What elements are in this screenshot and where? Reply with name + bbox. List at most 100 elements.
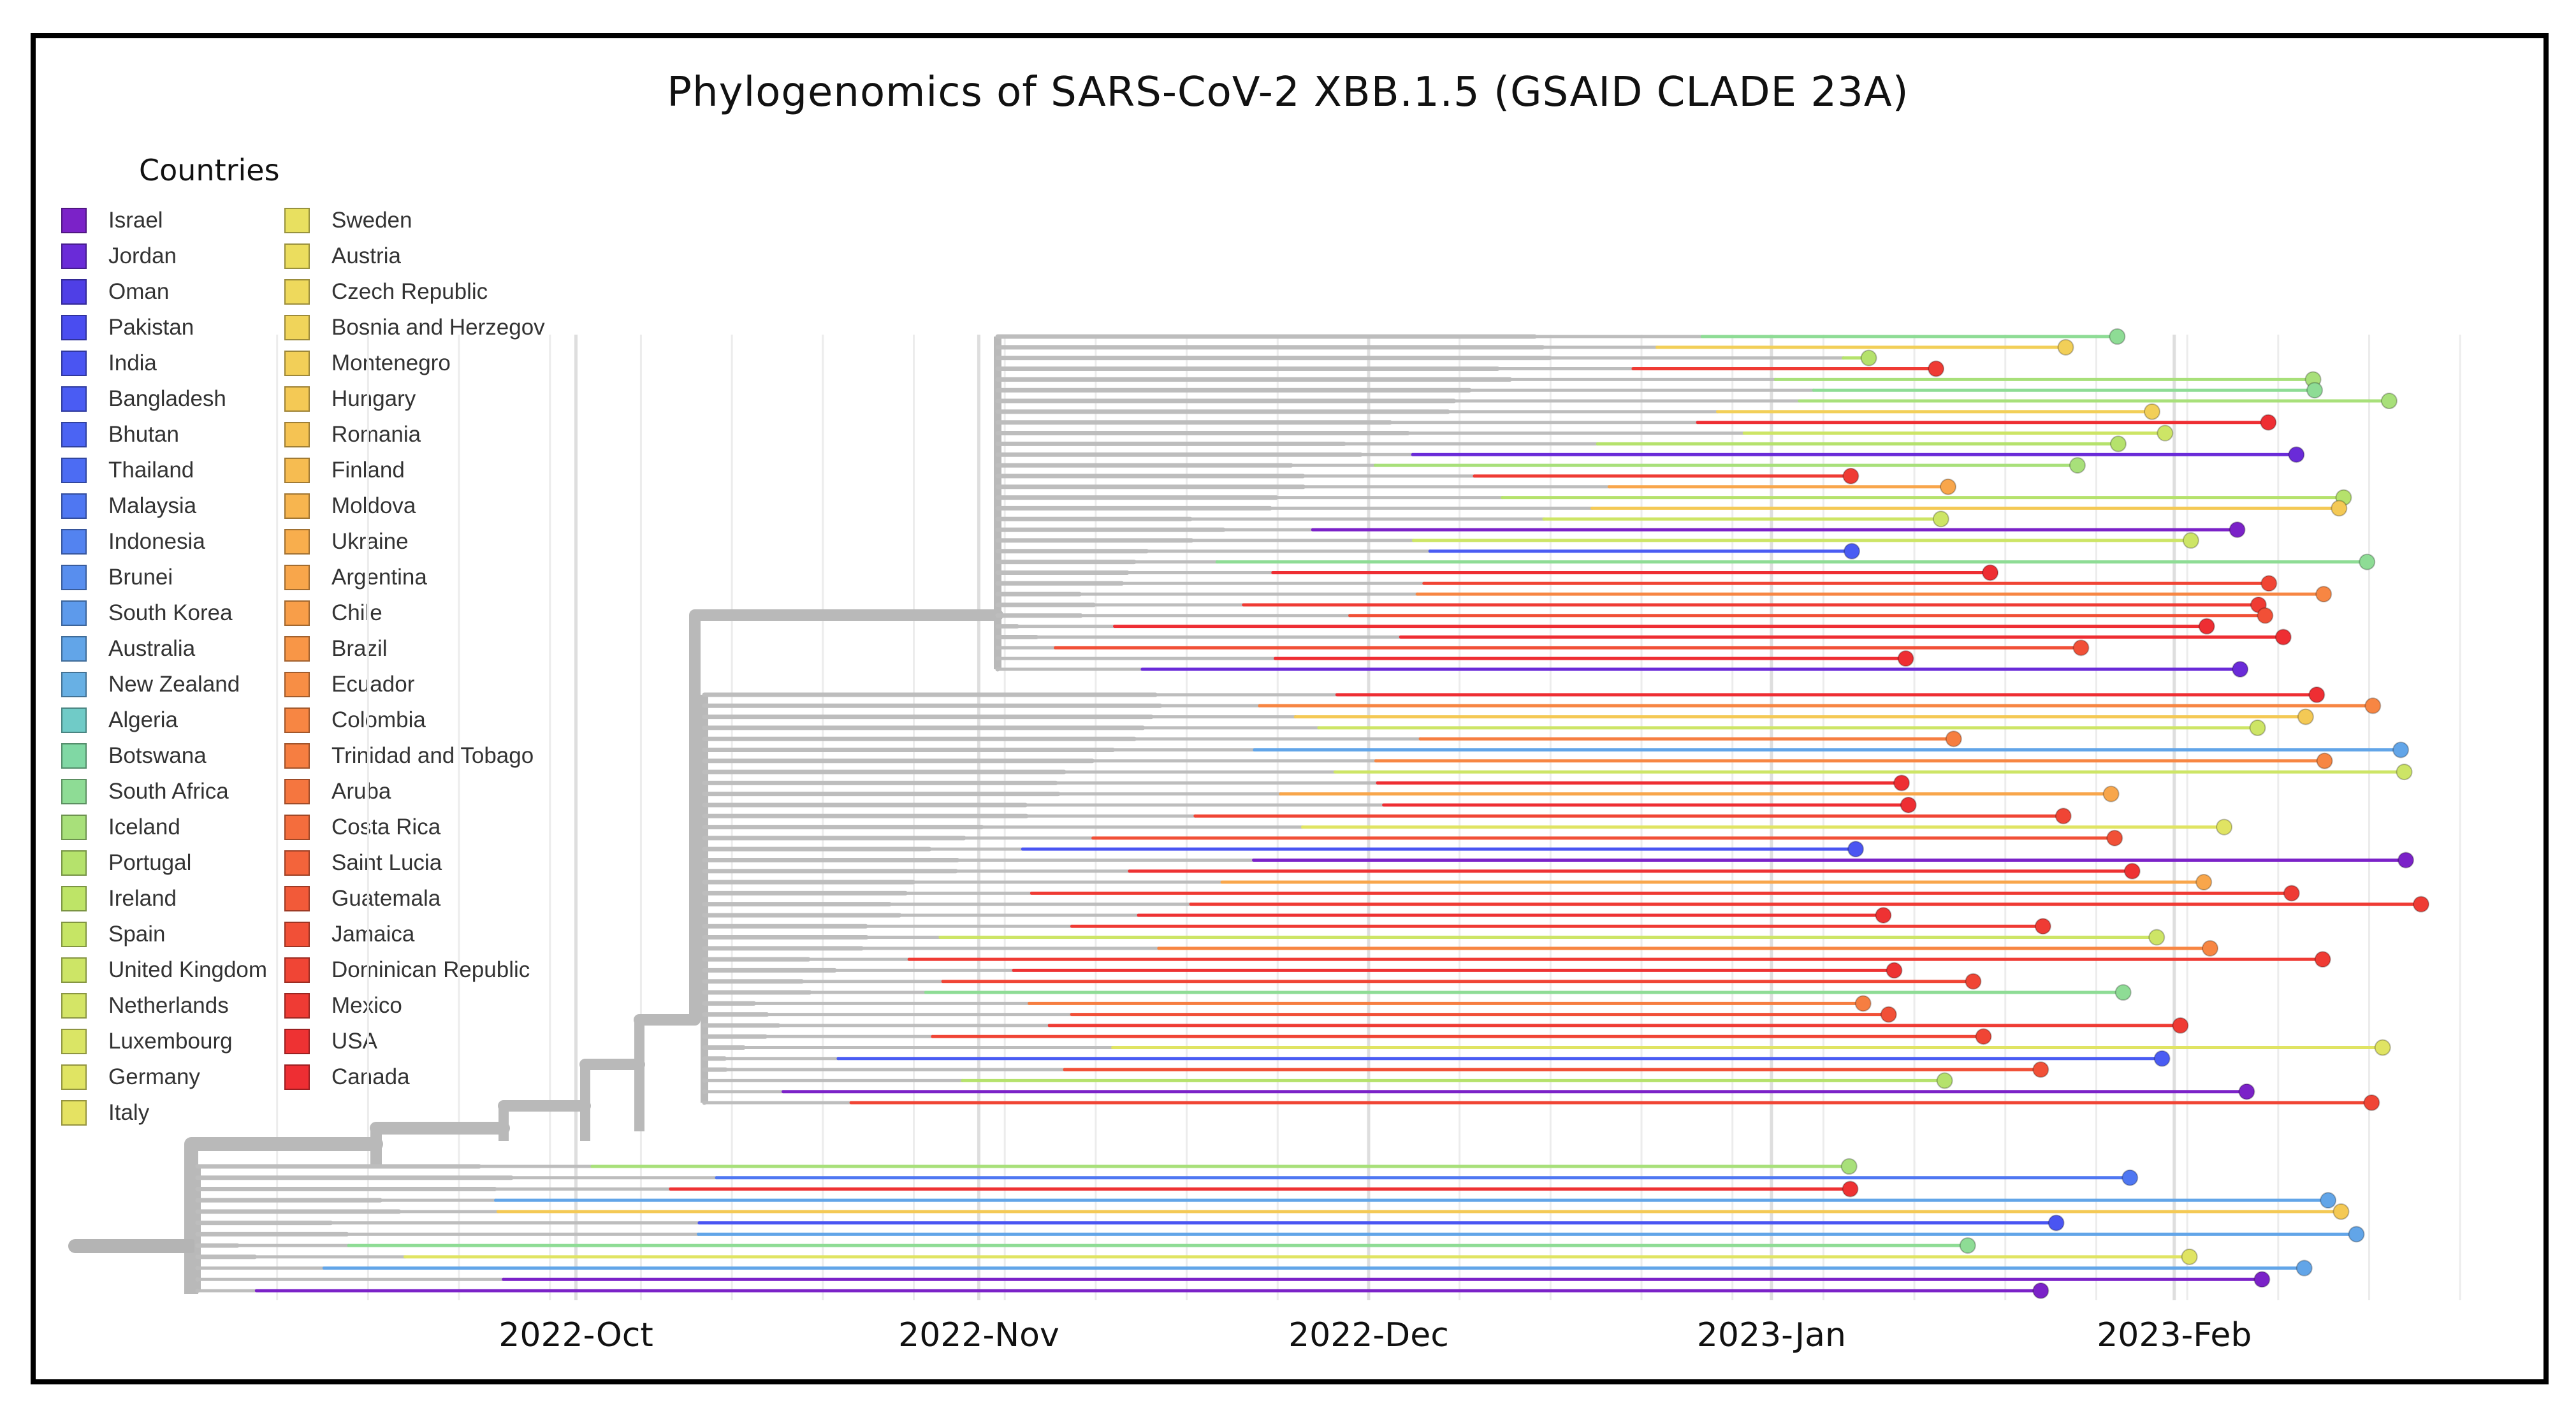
legend-item[interactable]: New Zealand (61, 667, 267, 702)
legend-item[interactable]: Guatemala (284, 881, 545, 917)
legend-item[interactable]: Argentina (284, 560, 545, 595)
tip-node[interactable] (2392, 741, 2410, 758)
tip-node[interactable] (2238, 1083, 2255, 1100)
legend-item[interactable]: Bosnia and Herzegov (284, 310, 545, 345)
tip-node[interactable] (2364, 697, 2382, 715)
legend-item[interactable]: Bhutan (61, 417, 267, 453)
tip-node[interactable] (2363, 1094, 2380, 1111)
legend-item[interactable]: Pakistan (61, 310, 267, 345)
tip-node[interactable] (2296, 1259, 2313, 1277)
tip-node[interactable] (2109, 328, 2126, 345)
tip-node[interactable] (2198, 618, 2215, 635)
tip-node[interactable] (2057, 338, 2074, 356)
tip-node[interactable] (2398, 852, 2415, 869)
tip-node[interactable] (2121, 1169, 2139, 1186)
tip-node[interactable] (2181, 1248, 2198, 1265)
legend-item[interactable]: Indonesia (61, 524, 267, 560)
legend-item[interactable]: Italy (61, 1095, 267, 1131)
legend-item[interactable]: Ukraine (284, 524, 545, 560)
tip-node[interactable] (2380, 393, 2398, 410)
tip-node[interactable] (2216, 818, 2233, 836)
legend-item[interactable]: Moldova (284, 488, 545, 524)
legend-item[interactable]: Algeria (61, 702, 267, 738)
tip-node[interactable] (2106, 829, 2123, 846)
legend-item[interactable]: Aruba (284, 774, 545, 809)
legend-item[interactable]: Portugal (61, 845, 267, 881)
tip-node[interactable] (2359, 553, 2376, 570)
legend-item[interactable]: Germany (61, 1059, 267, 1095)
tip-node[interactable] (1965, 973, 1982, 990)
legend-item[interactable]: USA (284, 1024, 545, 1059)
tip-node[interactable] (2316, 752, 2333, 769)
legend-item[interactable]: Colombia (284, 702, 545, 738)
tip-node[interactable] (2102, 785, 2120, 802)
tip-node[interactable] (2274, 628, 2292, 646)
tip-node[interactable] (2182, 532, 2199, 549)
tip-node[interactable] (2201, 940, 2218, 957)
tip-node[interactable] (2348, 1226, 2365, 1243)
legend-item[interactable]: Oman (61, 274, 267, 310)
legend-item[interactable]: Mexico (284, 988, 545, 1024)
tip-node[interactable] (1936, 1072, 1953, 1089)
legend-item[interactable]: Spain (61, 917, 267, 952)
tip-node[interactable] (2032, 1282, 2049, 1299)
tip-node[interactable] (2232, 661, 2249, 678)
tip-node[interactable] (1945, 730, 1962, 748)
tip-node[interactable] (2148, 929, 2165, 946)
legend-item[interactable]: India (61, 345, 267, 381)
legend-item[interactable]: Romania (284, 417, 545, 453)
tip-node[interactable] (1860, 349, 1877, 366)
legend-item[interactable]: South Korea (61, 595, 267, 631)
tip-node[interactable] (2320, 1192, 2337, 1209)
legend-item[interactable]: Montenegro (284, 345, 545, 381)
tip-node[interactable] (2314, 951, 2331, 968)
tip-node[interactable] (2109, 435, 2127, 453)
tip-node[interactable] (2260, 414, 2277, 431)
tip-node[interactable] (2172, 1017, 2189, 1034)
tip-node[interactable] (1844, 542, 1861, 560)
tip-node[interactable] (2069, 457, 2086, 474)
legend-item[interactable]: Chile (284, 595, 545, 631)
legend-item[interactable]: Thailand (61, 453, 267, 488)
tip-node[interactable] (1893, 774, 1910, 792)
legend-item[interactable]: Australia (61, 631, 267, 667)
tip-node[interactable] (2034, 918, 2051, 935)
tip-node[interactable] (2153, 1050, 2171, 1067)
tip-node[interactable] (2297, 708, 2314, 725)
legend-item[interactable]: Ecuador (284, 667, 545, 702)
tip-node[interactable] (1854, 995, 1872, 1012)
tip-node[interactable] (2332, 1203, 2350, 1220)
legend-item[interactable]: Jordan (61, 238, 267, 274)
legend-item[interactable]: United Kingdom (61, 952, 267, 988)
legend-item[interactable]: Israel (61, 203, 267, 238)
tip-node[interactable] (1842, 1180, 1859, 1198)
tip-node[interactable] (2260, 575, 2278, 592)
tip-node[interactable] (1886, 962, 1903, 979)
legend-item[interactable]: Bangladesh (61, 381, 267, 417)
tip-node[interactable] (2396, 764, 2413, 781)
tip-node[interactable] (2315, 586, 2332, 603)
tip-node[interactable] (1959, 1237, 1976, 1254)
legend-item[interactable]: Iceland (61, 809, 267, 845)
legend-item[interactable]: Costa Rica (284, 809, 545, 845)
legend-item[interactable]: Czech Republic (284, 274, 545, 310)
tip-node[interactable] (1875, 906, 1892, 924)
legend-item[interactable]: Ireland (61, 881, 267, 917)
tip-node[interactable] (1975, 1028, 1992, 1045)
tip-node[interactable] (1842, 467, 1859, 484)
legend-item[interactable]: Luxembourg (61, 1024, 267, 1059)
tip-node[interactable] (2288, 446, 2305, 463)
legend-item[interactable]: Canada (284, 1059, 545, 1095)
tip-node[interactable] (1932, 511, 1949, 528)
tip-node[interactable] (2253, 1271, 2271, 1288)
tip-node[interactable] (2306, 382, 2324, 399)
tip-node[interactable] (2123, 862, 2141, 880)
legend-item[interactable]: Brazil (284, 631, 545, 667)
tip-node[interactable] (2374, 1039, 2391, 1056)
legend-item[interactable]: Jamaica (284, 917, 545, 952)
tip-node[interactable] (2331, 500, 2348, 517)
tip-node[interactable] (1840, 1158, 1858, 1175)
tip-node[interactable] (2048, 1214, 2065, 1231)
tip-node[interactable] (2055, 808, 2072, 825)
legend-item[interactable]: Trinidad and Tobago (284, 738, 545, 774)
